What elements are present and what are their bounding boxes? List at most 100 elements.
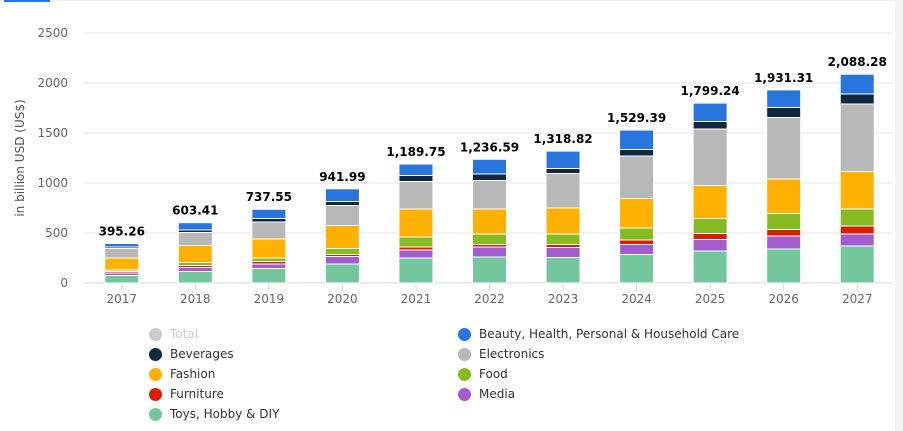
legend-label: Media	[479, 387, 516, 401]
bar-segment[interactable]	[766, 89, 802, 109]
bar-segment[interactable]	[398, 257, 434, 284]
bar-segment[interactable]	[472, 158, 507, 175]
bar-segment[interactable]	[398, 163, 434, 176]
total-data-label: 941.99	[319, 170, 365, 184]
bar-segment[interactable]	[692, 239, 728, 252]
bar-stack-2019[interactable]	[251, 208, 287, 284]
bar-stack-2020[interactable]	[324, 188, 360, 284]
bar-segment[interactable]	[398, 236, 434, 248]
bar-stack-2023[interactable]	[545, 150, 581, 284]
bar-segment[interactable]	[766, 178, 802, 214]
bar-segment[interactable]	[545, 257, 581, 284]
bar-segment[interactable]	[251, 218, 287, 223]
scrollbar-track[interactable]	[895, 0, 903, 431]
bar-stack-2022[interactable]	[472, 158, 507, 284]
bar-segment[interactable]	[251, 268, 287, 284]
bar-segment[interactable]	[472, 256, 507, 284]
bar-segment[interactable]	[692, 121, 728, 130]
bar-segment[interactable]	[177, 232, 213, 246]
legend-item[interactable]: Total	[149, 327, 198, 341]
bar-segment[interactable]	[545, 168, 581, 174]
bar-segment[interactable]	[324, 256, 360, 265]
bar-stack-2025[interactable]	[692, 102, 728, 284]
bar-segment[interactable]	[324, 205, 360, 226]
bar-segment[interactable]	[545, 207, 581, 235]
bar-segment[interactable]	[839, 208, 875, 227]
bar-segment[interactable]	[324, 188, 360, 203]
legend-item[interactable]: Beverages	[149, 347, 234, 361]
bar-segment[interactable]	[177, 222, 213, 231]
bar-segment[interactable]	[839, 93, 875, 105]
bar-segment[interactable]	[104, 275, 140, 284]
bar-segment[interactable]	[251, 263, 287, 269]
bar-stack-2021[interactable]	[398, 163, 434, 284]
bar-segment[interactable]	[619, 149, 655, 157]
bar-segment[interactable]	[692, 185, 728, 219]
legend-item[interactable]: Toys, Hobby & DIY	[149, 407, 279, 421]
bar-segment[interactable]	[398, 181, 434, 210]
bar-segment[interactable]	[619, 244, 655, 255]
bar-segment[interactable]	[324, 248, 360, 255]
bar-segment[interactable]	[692, 102, 728, 122]
bar-segment[interactable]	[839, 73, 875, 95]
bar-segment[interactable]	[545, 233, 581, 245]
bar-stack-2018[interactable]	[177, 222, 213, 284]
bar-segment[interactable]	[398, 208, 434, 238]
bar-segment[interactable]	[766, 229, 802, 237]
bar-segment[interactable]	[472, 173, 507, 181]
legend-item[interactable]: Media	[458, 387, 515, 401]
bar-segment[interactable]	[692, 233, 728, 240]
bar-segment[interactable]	[839, 245, 875, 284]
bar-segment[interactable]	[619, 155, 655, 199]
legend-item[interactable]: Fashion	[149, 367, 215, 381]
bar-segment[interactable]	[324, 201, 360, 206]
bar-segment[interactable]	[619, 198, 655, 229]
bar-stack-2024[interactable]	[619, 129, 655, 284]
bar-segment[interactable]	[545, 247, 581, 258]
bar-segment[interactable]	[398, 175, 434, 182]
bar-segment[interactable]	[177, 267, 213, 272]
legend-item[interactable]: Electronics	[458, 347, 544, 361]
bar-segment[interactable]	[766, 213, 802, 230]
bar-segment[interactable]	[619, 254, 655, 284]
bar-segment[interactable]	[324, 225, 360, 249]
bar-segment[interactable]	[839, 233, 875, 247]
bar-segment[interactable]	[177, 245, 213, 263]
bar-segment[interactable]	[692, 218, 728, 234]
legend-marker-icon	[149, 407, 162, 421]
bar-segment[interactable]	[619, 129, 655, 151]
bar-segment[interactable]	[692, 128, 728, 186]
bar-segment[interactable]	[177, 271, 213, 284]
bar-segment[interactable]	[324, 263, 360, 284]
legend-item[interactable]: Food	[458, 367, 508, 381]
bar-segment[interactable]	[839, 103, 875, 172]
bar-segment[interactable]	[251, 238, 287, 259]
bar-segment[interactable]	[104, 243, 140, 248]
bar-segment[interactable]	[472, 233, 507, 245]
bar-segment[interactable]	[104, 257, 140, 271]
bar-segment[interactable]	[398, 249, 434, 259]
bar-stack-2027[interactable]	[839, 73, 875, 284]
bar-segment[interactable]	[545, 150, 581, 170]
bar-segment[interactable]	[766, 107, 802, 118]
legend-item[interactable]: Furniture	[149, 387, 224, 401]
bar-segment[interactable]	[472, 208, 507, 235]
bar-segment[interactable]	[251, 208, 287, 220]
bar-segment[interactable]	[839, 171, 875, 210]
bar-segment[interactable]	[104, 248, 140, 259]
legend-item[interactable]: Beauty, Health, Personal & Household Car…	[458, 327, 739, 341]
bar-stack-2017[interactable]	[104, 243, 140, 284]
bar-stack-2026[interactable]	[766, 89, 802, 284]
bar-segment[interactable]	[545, 173, 581, 209]
bar-segment[interactable]	[472, 180, 507, 210]
bar-segment[interactable]	[251, 257, 287, 262]
bar-segment[interactable]	[766, 248, 802, 284]
bar-segment[interactable]	[472, 246, 507, 258]
bar-segment[interactable]	[692, 250, 728, 284]
bar-segment[interactable]	[766, 235, 802, 250]
bar-segment[interactable]	[839, 225, 875, 235]
bar-segment[interactable]	[619, 227, 655, 241]
bar-segment[interactable]	[251, 221, 287, 240]
bar-segment[interactable]	[619, 239, 655, 245]
bar-segment[interactable]	[766, 117, 802, 180]
